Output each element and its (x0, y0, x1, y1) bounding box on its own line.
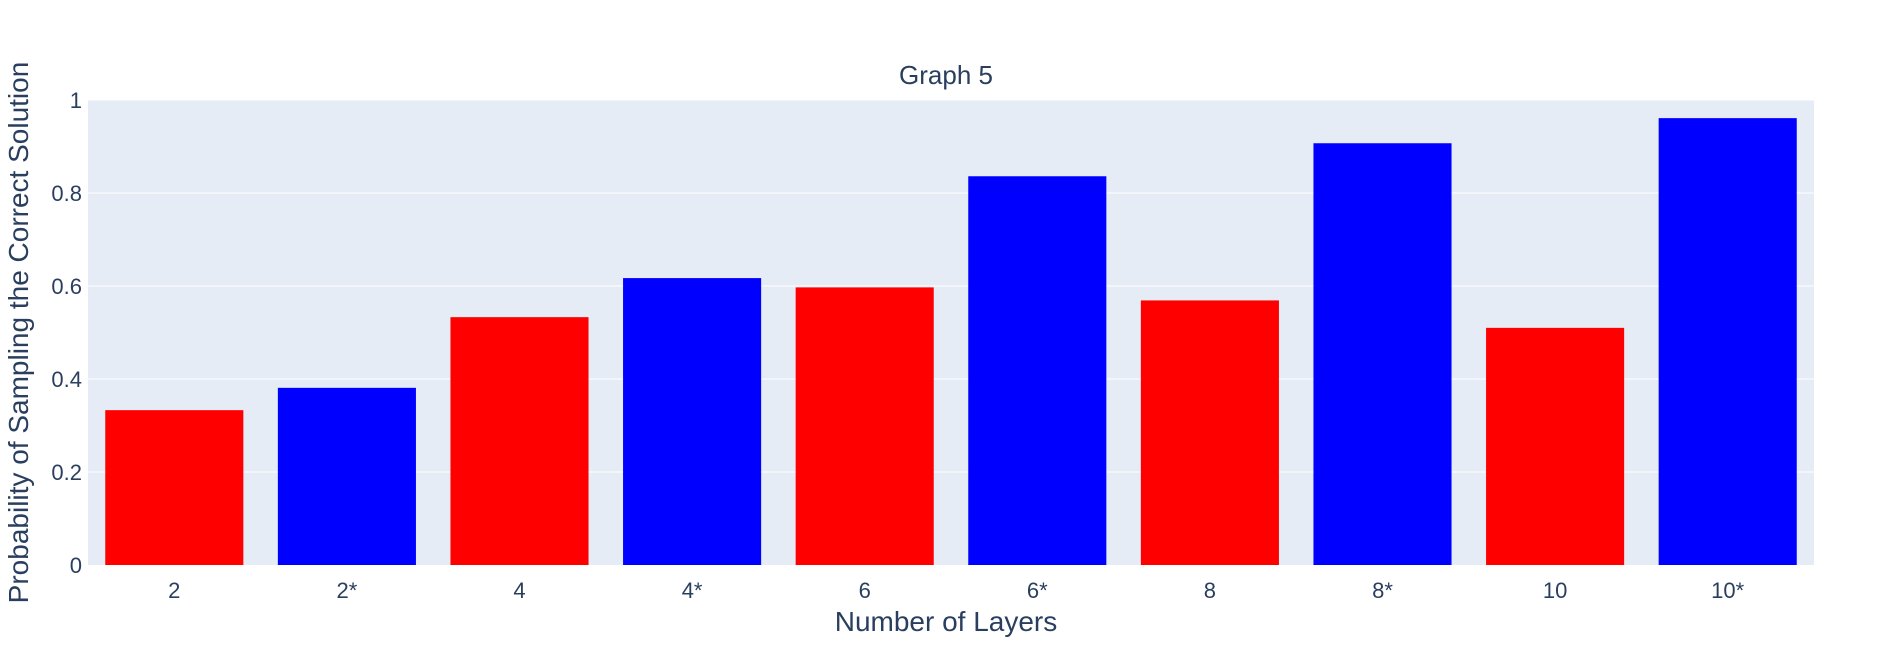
x-tick-label: 4 (513, 578, 525, 603)
bar-6 (795, 287, 934, 565)
x-tick-label: 6* (1027, 578, 1048, 603)
y-tick-label: 0 (70, 553, 82, 578)
y-tick-label: 0.2 (51, 460, 82, 485)
bar-4 (450, 317, 589, 565)
y-tick-label: 0.6 (51, 274, 82, 299)
y-axis-title: Probability of Sampling the Correct Solu… (3, 62, 34, 604)
x-tick-label: 2* (337, 578, 358, 603)
x-tick-label: 2 (168, 578, 180, 603)
chart-title: Graph 5 (899, 60, 993, 90)
bar-2 (105, 410, 244, 565)
bar-10 (1486, 327, 1625, 565)
y-axis-ticks: 0 0.2 0.4 0.6 0.8 1 (51, 88, 82, 578)
x-tick-label: 4* (682, 578, 703, 603)
x-tick-label: 10* (1711, 578, 1744, 603)
y-tick-label: 1 (70, 88, 82, 113)
bar-8 (1140, 300, 1279, 565)
bar-10-star (1658, 118, 1797, 565)
y-tick-label: 0.4 (51, 367, 82, 392)
bar-4-star (623, 278, 762, 565)
bar-6-star (968, 176, 1107, 565)
y-tick-label: 0.8 (51, 181, 82, 206)
bar-8-star (1313, 143, 1452, 565)
bar-2-star (277, 387, 416, 565)
bars (105, 118, 1797, 565)
x-tick-label: 8* (1372, 578, 1393, 603)
x-tick-label: 8 (1204, 578, 1216, 603)
x-tick-label: 10 (1543, 578, 1567, 603)
x-axis-title: Number of Layers (835, 606, 1058, 637)
x-tick-label: 6 (859, 578, 871, 603)
x-axis-ticks: 2 2* 4 4* 6 6* 8 8* 10 10* (168, 578, 1744, 603)
